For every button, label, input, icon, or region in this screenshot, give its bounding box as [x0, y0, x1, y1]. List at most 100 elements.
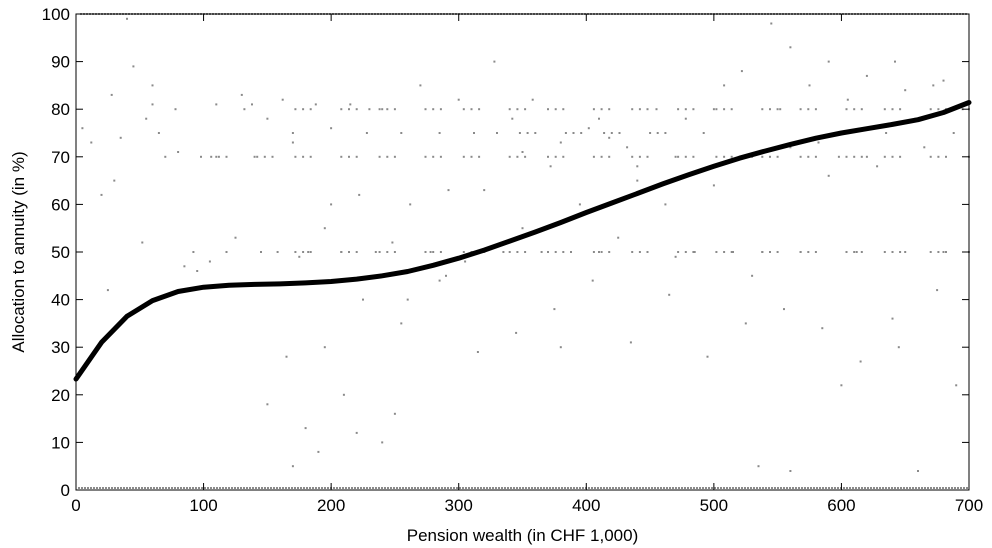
scatter-point — [646, 251, 649, 253]
scatter-point — [876, 165, 879, 168]
scatter-point — [457, 98, 460, 101]
scatter-point — [524, 251, 527, 253]
scatter-point — [215, 155, 218, 158]
scatter-point — [478, 155, 481, 158]
scatter-point — [783, 308, 785, 311]
scatter-point — [562, 251, 565, 253]
scatter-point — [770, 22, 773, 25]
scatter-point — [217, 155, 220, 158]
scatter-point — [424, 108, 427, 111]
scatter-point — [814, 108, 817, 111]
scatter-point — [853, 155, 856, 158]
scatter-point — [732, 251, 734, 253]
scatter-point — [340, 108, 343, 111]
scatter-point — [799, 155, 802, 158]
scatter-point — [600, 251, 603, 253]
scatter-point — [340, 155, 343, 158]
x-tick-label: 100 — [189, 496, 217, 515]
scatter-point — [937, 108, 940, 111]
scatter-point — [141, 241, 144, 244]
scatter-point — [814, 251, 817, 253]
y-tick-label: 40 — [51, 291, 70, 310]
scatter-point — [578, 203, 581, 206]
scatter-point — [942, 251, 945, 253]
scatter-point — [674, 255, 677, 258]
scatter-point — [723, 251, 726, 253]
scatter-point — [723, 155, 726, 158]
scatter-point — [502, 251, 505, 253]
scatter-layer — [78, 13, 970, 489]
scatter-point — [592, 108, 595, 111]
scatter-point — [929, 108, 932, 111]
scatter-point — [638, 108, 641, 111]
scatter-point — [608, 251, 611, 253]
x-tick-label: 400 — [572, 496, 600, 515]
scatter-point — [409, 203, 412, 206]
scatter-point — [81, 127, 84, 130]
scatter-point — [789, 146, 792, 149]
scatter-point — [554, 155, 557, 158]
scatter-point — [853, 108, 856, 111]
scatter-point — [524, 108, 527, 111]
x-tick-label: 700 — [955, 496, 983, 515]
scatter-point — [183, 265, 186, 268]
x-axis-label: Pension wealth (in CHF 1,000) — [407, 526, 639, 545]
scatter-point — [483, 189, 486, 192]
scatter-point — [263, 155, 266, 158]
scatter-point — [151, 84, 154, 87]
scatter-point — [860, 251, 863, 253]
scatter-point — [591, 279, 594, 282]
scatter-point — [646, 108, 649, 111]
scatter-point — [638, 251, 641, 253]
scatter-point — [883, 251, 886, 253]
y-tick-label: 50 — [51, 243, 70, 262]
scatter-point — [266, 403, 269, 406]
scatter-point — [865, 74, 868, 77]
scatter-point — [715, 108, 718, 111]
scatter-point — [309, 251, 312, 253]
scatter-point — [470, 108, 473, 111]
scatter-point — [891, 317, 894, 320]
scatter-point — [317, 450, 320, 453]
scatter-point — [291, 141, 294, 144]
scatter-point — [438, 279, 441, 282]
scatter-point — [365, 132, 368, 134]
scatter-point — [715, 155, 718, 158]
scatter-point — [845, 108, 848, 111]
scatter-point — [751, 274, 754, 277]
scatter-point — [342, 393, 345, 396]
scatter-point — [521, 227, 524, 230]
scatter-point — [904, 251, 907, 253]
scatter-point — [547, 108, 549, 111]
scatter-point — [515, 331, 518, 334]
scatter-point — [929, 251, 932, 253]
scatter-point — [945, 251, 947, 253]
y-tick-label: 70 — [51, 148, 70, 167]
scatter-point — [837, 155, 840, 158]
scatter-point — [821, 327, 824, 330]
scatter-point — [386, 108, 389, 111]
scatter-point — [769, 108, 771, 111]
scatter-point — [636, 165, 639, 168]
scatter-point — [899, 108, 902, 111]
scatter-point — [511, 117, 514, 120]
scatter-point — [145, 117, 148, 120]
scatter-point — [386, 155, 389, 158]
fit-layer — [73, 100, 972, 382]
y-axis-label: Allocation to annuity (in %) — [9, 151, 28, 352]
scatter-point — [897, 346, 900, 349]
scatter-point — [302, 108, 305, 111]
scatter-point — [636, 179, 639, 182]
scatter-point — [266, 117, 269, 120]
scatter-point — [285, 355, 288, 358]
scatter-point — [808, 84, 811, 87]
scatter-point — [381, 108, 384, 111]
scatter-point — [608, 136, 611, 139]
scatter-point — [378, 108, 381, 111]
scatter-point — [631, 108, 634, 111]
scatter-point — [684, 117, 687, 120]
scatter-point — [516, 155, 519, 158]
scatter-point — [638, 155, 641, 158]
scatter-point — [789, 470, 792, 472]
scatter-point — [323, 346, 326, 349]
